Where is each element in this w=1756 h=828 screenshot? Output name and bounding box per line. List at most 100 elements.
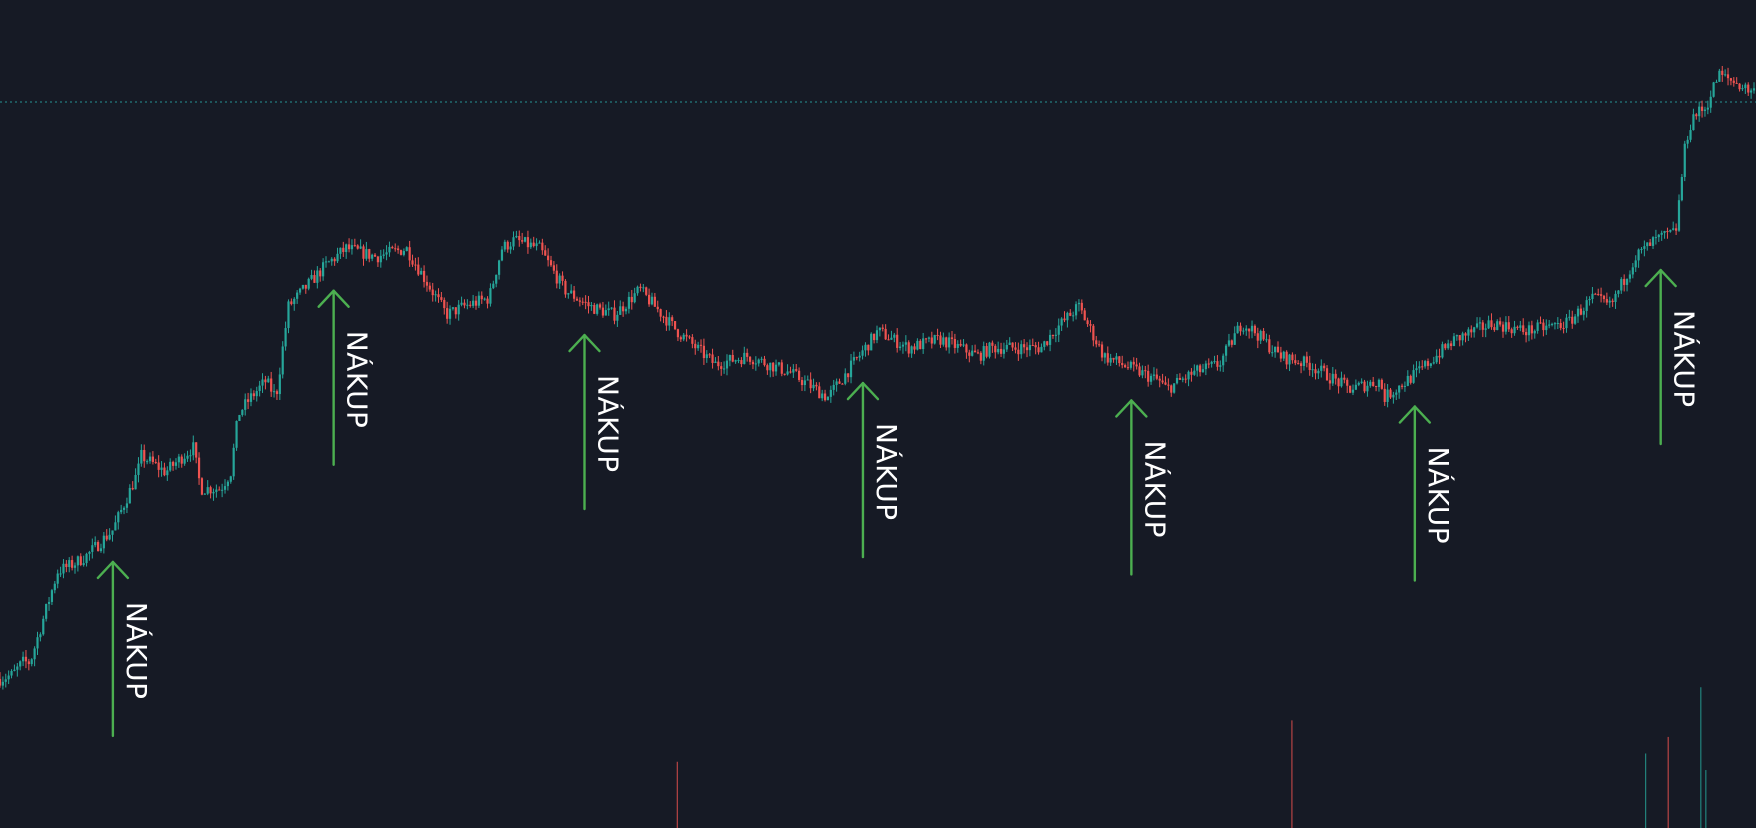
candle-down bbox=[976, 352, 980, 354]
candle-up bbox=[1715, 81, 1718, 83]
candle-down bbox=[1248, 328, 1251, 332]
candle-down bbox=[1164, 382, 1167, 385]
candle-up bbox=[1718, 70, 1721, 82]
candle-up bbox=[1418, 366, 1421, 369]
candle-down bbox=[907, 342, 910, 354]
candle-down bbox=[521, 240, 524, 242]
buy-signal-5[interactable]: NÁKUP bbox=[1115, 399, 1172, 576]
candle-up bbox=[893, 334, 896, 338]
candle-down bbox=[526, 237, 530, 248]
candle-down bbox=[708, 354, 711, 356]
candle-down bbox=[1253, 325, 1257, 334]
candle-down bbox=[71, 560, 74, 568]
buy-signal-2[interactable]: NÁKUP bbox=[317, 289, 375, 466]
candle-up bbox=[85, 553, 88, 564]
candle-up bbox=[607, 308, 610, 311]
candle-down bbox=[720, 366, 723, 369]
candle-up bbox=[1548, 324, 1551, 326]
candle-up bbox=[1415, 368, 1418, 371]
buy-signal-label: NÁKUP bbox=[591, 375, 625, 473]
candle-down bbox=[246, 399, 250, 402]
candle-down bbox=[555, 270, 558, 284]
candle-down bbox=[855, 357, 858, 359]
candle-down bbox=[163, 467, 166, 476]
candle-down bbox=[1594, 293, 1597, 295]
candle-up bbox=[1, 681, 4, 686]
candle-up bbox=[221, 489, 224, 491]
candle-down bbox=[795, 369, 798, 371]
candle-up bbox=[50, 590, 54, 602]
candle-down bbox=[1343, 377, 1346, 380]
buy-signal-1[interactable]: NÁKUP bbox=[96, 560, 154, 738]
candle-up bbox=[310, 275, 313, 279]
candle-up bbox=[330, 258, 333, 262]
candle-up bbox=[189, 455, 192, 457]
candle-up bbox=[324, 261, 328, 263]
candle-up bbox=[829, 389, 832, 397]
candle-up bbox=[350, 245, 354, 250]
candle-down bbox=[1063, 318, 1066, 321]
buy-signal-3[interactable]: NÁKUP bbox=[568, 333, 625, 511]
candle-up bbox=[1724, 74, 1727, 76]
candle-down bbox=[1144, 370, 1147, 372]
candle-up bbox=[76, 556, 79, 566]
candle-down bbox=[391, 246, 394, 249]
candle-up bbox=[722, 368, 726, 370]
candle-up bbox=[523, 237, 527, 242]
buy-signal-7[interactable]: NÁKUP bbox=[1644, 268, 1702, 446]
candle-down bbox=[924, 338, 928, 340]
candle-up bbox=[281, 346, 284, 375]
candle-down bbox=[717, 361, 720, 367]
candle-up bbox=[1115, 356, 1118, 360]
candle-down bbox=[815, 384, 818, 387]
candle-down bbox=[746, 352, 749, 357]
candle-up bbox=[434, 294, 437, 296]
buy-signal-label: NÁKUP bbox=[1668, 310, 1702, 408]
candle-down bbox=[939, 335, 942, 345]
candle-down bbox=[1721, 70, 1724, 75]
candle-up bbox=[39, 634, 42, 638]
candle-up bbox=[1048, 334, 1052, 345]
candle-down bbox=[959, 343, 962, 346]
buy-signal-4[interactable]: NÁKUP bbox=[846, 381, 904, 559]
candle-down bbox=[647, 294, 651, 305]
candle-up bbox=[45, 603, 48, 619]
candle-up bbox=[489, 288, 492, 304]
candle-down bbox=[1123, 365, 1127, 368]
candle-up bbox=[1689, 130, 1692, 140]
candle-down bbox=[1349, 385, 1352, 393]
candle-down bbox=[270, 378, 273, 392]
buy-signal-6[interactable]: NÁKUP bbox=[1398, 405, 1456, 582]
candle-down bbox=[593, 305, 596, 314]
candle-up bbox=[1669, 229, 1672, 232]
candle-up bbox=[137, 463, 140, 475]
candle-up bbox=[146, 461, 149, 463]
candle-up bbox=[56, 573, 59, 584]
candle-down bbox=[96, 542, 100, 552]
candle-up bbox=[1461, 333, 1464, 341]
candle-up bbox=[1553, 323, 1557, 325]
candle-up bbox=[33, 648, 36, 660]
candle-up bbox=[255, 391, 258, 397]
candle-down bbox=[867, 344, 870, 351]
candle-up bbox=[870, 333, 873, 351]
candle-up bbox=[1351, 389, 1355, 393]
candle-down bbox=[79, 556, 82, 565]
candle-up bbox=[497, 260, 501, 275]
candle-up bbox=[1386, 389, 1389, 402]
candle-up bbox=[624, 308, 628, 312]
candle-up bbox=[1429, 363, 1432, 366]
candle-down bbox=[1449, 343, 1453, 347]
candle-up bbox=[134, 474, 137, 490]
candle-up bbox=[166, 470, 169, 476]
candle-up bbox=[53, 583, 56, 591]
candle-up bbox=[1519, 325, 1522, 328]
candle-down bbox=[1530, 325, 1533, 334]
candle-up bbox=[1210, 361, 1213, 364]
candle-down bbox=[798, 370, 801, 380]
candle-up bbox=[1686, 139, 1689, 144]
candle-down bbox=[547, 255, 550, 261]
candle-down bbox=[1158, 378, 1161, 381]
